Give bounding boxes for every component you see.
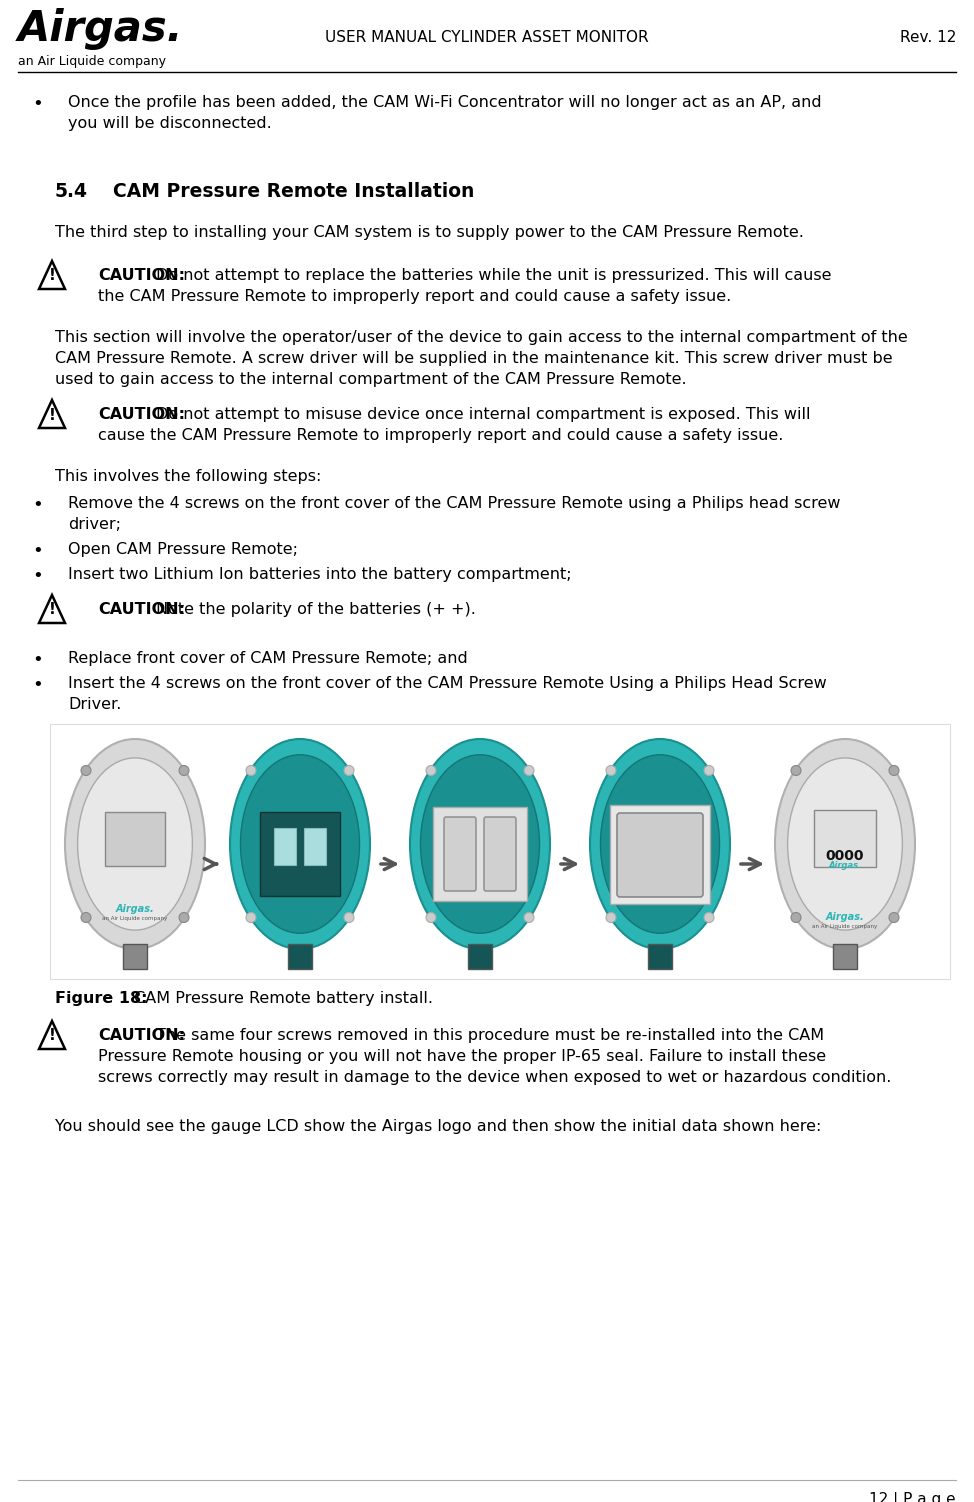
- Text: an Air Liquide company: an Air Liquide company: [18, 56, 166, 68]
- Text: an Air Liquide company: an Air Liquide company: [102, 916, 168, 921]
- Text: CAUTION:: CAUTION:: [98, 407, 185, 422]
- Ellipse shape: [590, 739, 730, 949]
- FancyBboxPatch shape: [433, 807, 527, 901]
- Circle shape: [791, 913, 801, 922]
- Circle shape: [889, 766, 899, 775]
- Text: CAUTION:: CAUTION:: [98, 267, 185, 282]
- Circle shape: [524, 766, 534, 775]
- Circle shape: [344, 913, 354, 922]
- Ellipse shape: [788, 759, 902, 930]
- FancyBboxPatch shape: [648, 943, 672, 969]
- FancyBboxPatch shape: [484, 817, 516, 891]
- Circle shape: [704, 913, 714, 922]
- Text: Airgas.: Airgas.: [828, 861, 862, 870]
- Text: !: !: [49, 407, 56, 422]
- Text: Airgas.: Airgas.: [116, 904, 154, 915]
- Circle shape: [81, 766, 91, 775]
- Text: 5.4: 5.4: [55, 182, 88, 201]
- Text: •: •: [32, 676, 44, 694]
- Text: an Air Liquide company: an Air Liquide company: [812, 924, 878, 930]
- Text: Replace front cover of CAM Pressure Remote; and: Replace front cover of CAM Pressure Remo…: [68, 650, 468, 665]
- FancyBboxPatch shape: [50, 724, 950, 979]
- Text: CAM Pressure Remote Installation: CAM Pressure Remote Installation: [113, 182, 474, 201]
- Text: Driver.: Driver.: [68, 697, 122, 712]
- Ellipse shape: [421, 754, 540, 933]
- Text: 12 | P a g e: 12 | P a g e: [870, 1491, 956, 1502]
- Text: USER MANUAL CYLINDER ASSET MONITOR: USER MANUAL CYLINDER ASSET MONITOR: [325, 30, 649, 45]
- FancyBboxPatch shape: [468, 943, 492, 969]
- Text: CAUTION:: CAUTION:: [98, 1027, 185, 1042]
- Circle shape: [246, 766, 256, 775]
- Text: •: •: [32, 566, 44, 584]
- Ellipse shape: [601, 754, 720, 933]
- FancyBboxPatch shape: [304, 828, 326, 865]
- Text: This section will involve the operator/user of the device to gain access to the : This section will involve the operator/u…: [55, 330, 908, 345]
- Text: !: !: [49, 269, 56, 284]
- FancyBboxPatch shape: [617, 813, 703, 897]
- Circle shape: [81, 913, 91, 922]
- FancyBboxPatch shape: [274, 828, 296, 865]
- Text: The third step to installing your CAM system is to supply power to the CAM Press: The third step to installing your CAM sy…: [55, 225, 804, 240]
- Ellipse shape: [410, 739, 550, 949]
- Text: •: •: [32, 496, 44, 514]
- Text: This involves the following steps:: This involves the following steps:: [55, 469, 321, 484]
- Text: Insert two Lithium Ion batteries into the battery compartment;: Insert two Lithium Ion batteries into th…: [68, 566, 572, 581]
- FancyBboxPatch shape: [833, 943, 857, 969]
- Circle shape: [524, 913, 534, 922]
- Ellipse shape: [78, 759, 193, 930]
- Circle shape: [606, 766, 616, 775]
- Text: driver;: driver;: [68, 517, 121, 532]
- Circle shape: [179, 766, 189, 775]
- Circle shape: [179, 913, 189, 922]
- Ellipse shape: [775, 739, 915, 949]
- Circle shape: [606, 913, 616, 922]
- Text: •: •: [32, 650, 44, 668]
- Circle shape: [889, 913, 899, 922]
- Text: screws correctly may result in damage to the device when exposed to wet or hazar: screws correctly may result in damage to…: [98, 1069, 891, 1084]
- Text: You should see the gauge LCD show the Airgas logo and then show the initial data: You should see the gauge LCD show the Ai…: [55, 1119, 821, 1134]
- Text: Remove the 4 screws on the front cover of the CAM Pressure Remote using a Philip: Remove the 4 screws on the front cover o…: [68, 496, 841, 511]
- Circle shape: [344, 766, 354, 775]
- Circle shape: [791, 766, 801, 775]
- Text: 0000: 0000: [826, 849, 864, 864]
- Text: !: !: [49, 602, 56, 617]
- Circle shape: [704, 766, 714, 775]
- Text: used to gain access to the internal compartment of the CAM Pressure Remote.: used to gain access to the internal comp…: [55, 372, 687, 388]
- Text: CAM Pressure Remote. A screw driver will be supplied in the maintenance kit. Thi: CAM Pressure Remote. A screw driver will…: [55, 351, 892, 366]
- Text: Open CAM Pressure Remote;: Open CAM Pressure Remote;: [68, 542, 298, 557]
- Text: Rev. 12: Rev. 12: [900, 30, 956, 45]
- Text: Do not attempt to misuse device once internal compartment is exposed. This will: Do not attempt to misuse device once int…: [156, 407, 810, 422]
- Text: •: •: [32, 542, 44, 560]
- Ellipse shape: [241, 754, 359, 933]
- Ellipse shape: [65, 739, 205, 949]
- Text: Airgas.: Airgas.: [826, 912, 864, 922]
- Text: cause the CAM Pressure Remote to improperly report and could cause a safety issu: cause the CAM Pressure Remote to imprope…: [98, 428, 783, 443]
- Text: you will be disconnected.: you will be disconnected.: [68, 116, 272, 131]
- Text: The same four screws removed in this procedure must be re-installed into the CAM: The same four screws removed in this pro…: [156, 1027, 824, 1042]
- Text: •: •: [32, 95, 44, 113]
- FancyBboxPatch shape: [123, 943, 147, 969]
- Text: CAUTION:: CAUTION:: [98, 602, 185, 617]
- Text: Do not attempt to replace the batteries while the unit is pressurized. This will: Do not attempt to replace the batteries …: [156, 267, 831, 282]
- FancyBboxPatch shape: [105, 813, 165, 867]
- Text: the CAM Pressure Remote to improperly report and could cause a safety issue.: the CAM Pressure Remote to improperly re…: [98, 288, 731, 303]
- Text: Insert the 4 screws on the front cover of the CAM Pressure Remote Using a Philip: Insert the 4 screws on the front cover o…: [68, 676, 827, 691]
- Text: Once the profile has been added, the CAM Wi-Fi Concentrator will no longer act a: Once the profile has been added, the CAM…: [68, 95, 822, 110]
- Text: Figure 18:: Figure 18:: [55, 991, 147, 1006]
- FancyBboxPatch shape: [288, 943, 312, 969]
- Text: Note the polarity of the batteries (+ +).: Note the polarity of the batteries (+ +)…: [156, 602, 475, 617]
- Text: Pressure Remote housing or you will not have the proper IP-65 seal. Failure to i: Pressure Remote housing or you will not …: [98, 1048, 826, 1063]
- Circle shape: [426, 766, 436, 775]
- Circle shape: [426, 913, 436, 922]
- Ellipse shape: [230, 739, 370, 949]
- FancyBboxPatch shape: [444, 817, 476, 891]
- FancyBboxPatch shape: [260, 813, 340, 897]
- Circle shape: [246, 913, 256, 922]
- FancyBboxPatch shape: [814, 810, 876, 867]
- Text: !: !: [49, 1029, 56, 1044]
- FancyBboxPatch shape: [610, 805, 710, 904]
- Text: Airgas.: Airgas.: [18, 8, 183, 50]
- Text: CAM Pressure Remote battery install.: CAM Pressure Remote battery install.: [129, 991, 433, 1006]
